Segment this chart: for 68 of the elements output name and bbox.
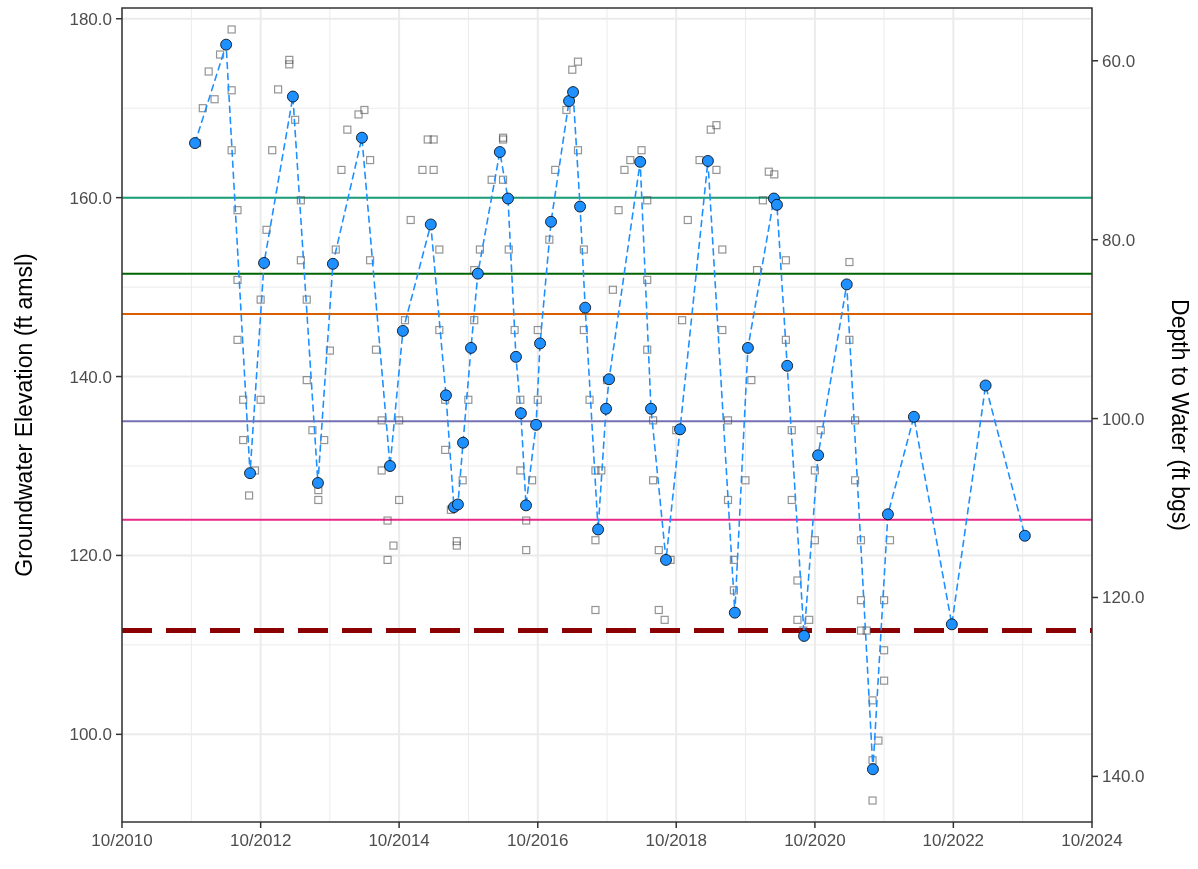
x-tick-label: 10/2022 bbox=[922, 831, 985, 850]
x-tick-label: 10/2016 bbox=[507, 831, 569, 850]
y-tick-label: 120.0 bbox=[69, 546, 112, 566]
point bbox=[312, 477, 324, 489]
point bbox=[220, 38, 233, 51]
point bbox=[356, 131, 368, 144]
point bbox=[574, 200, 586, 213]
point bbox=[908, 410, 920, 423]
x-tick-label: 10/2010 bbox=[91, 831, 153, 850]
point bbox=[457, 436, 469, 449]
point bbox=[258, 257, 270, 269]
point bbox=[798, 630, 810, 642]
point bbox=[771, 198, 783, 211]
y-tick-label: 160.0 bbox=[69, 188, 112, 208]
point bbox=[520, 499, 532, 512]
point bbox=[812, 449, 825, 462]
y-axis-title: Groundwater Elevation (ft amsl) bbox=[11, 253, 37, 577]
point bbox=[781, 359, 794, 372]
point bbox=[424, 218, 437, 231]
point bbox=[979, 379, 992, 392]
point bbox=[945, 618, 958, 631]
point bbox=[1018, 529, 1031, 542]
x-tick-label: 10/2018 bbox=[645, 831, 707, 850]
point bbox=[244, 467, 256, 480]
point bbox=[545, 215, 557, 228]
point bbox=[600, 402, 612, 415]
y-tick-label: 140.0 bbox=[69, 367, 112, 387]
y2-tick-label: 80.0 bbox=[1102, 230, 1136, 250]
point bbox=[634, 155, 647, 168]
y2-tick-label: 60.0 bbox=[1102, 51, 1136, 71]
point bbox=[882, 508, 894, 521]
point bbox=[742, 342, 754, 354]
y2-axis-title: Depth to Water (ft bgs) bbox=[1167, 299, 1193, 531]
point bbox=[397, 325, 409, 337]
point bbox=[702, 155, 714, 167]
point bbox=[514, 407, 527, 420]
x-tick-label: 10/2014 bbox=[368, 831, 430, 850]
x-tick-label: 10/2020 bbox=[784, 831, 846, 850]
point bbox=[534, 337, 546, 350]
point bbox=[465, 342, 477, 354]
point bbox=[384, 460, 396, 472]
point bbox=[567, 86, 579, 98]
point bbox=[510, 350, 522, 363]
x-tick-label: 10/2012 bbox=[229, 831, 292, 850]
point bbox=[728, 606, 741, 619]
point bbox=[471, 267, 484, 280]
point bbox=[440, 389, 452, 402]
point bbox=[452, 498, 464, 511]
y2-tick-label: 140.0 bbox=[1102, 767, 1145, 787]
point bbox=[502, 192, 514, 205]
point bbox=[530, 418, 542, 431]
point bbox=[327, 257, 339, 270]
point bbox=[189, 137, 201, 149]
point bbox=[840, 278, 853, 291]
point bbox=[563, 95, 575, 107]
y-tick-label: 100.0 bbox=[69, 725, 112, 745]
y-tick-label: 180.0 bbox=[69, 9, 112, 29]
point bbox=[493, 146, 506, 158]
point bbox=[579, 301, 592, 314]
point bbox=[674, 423, 686, 436]
y2-tick-label: 100.0 bbox=[1102, 409, 1145, 429]
point bbox=[660, 554, 672, 566]
point bbox=[645, 402, 657, 415]
point bbox=[287, 90, 299, 103]
point bbox=[867, 763, 879, 776]
x-tick-label: 10/2024 bbox=[1061, 831, 1123, 850]
point bbox=[592, 523, 604, 536]
y2-tick-label: 120.0 bbox=[1102, 588, 1145, 608]
